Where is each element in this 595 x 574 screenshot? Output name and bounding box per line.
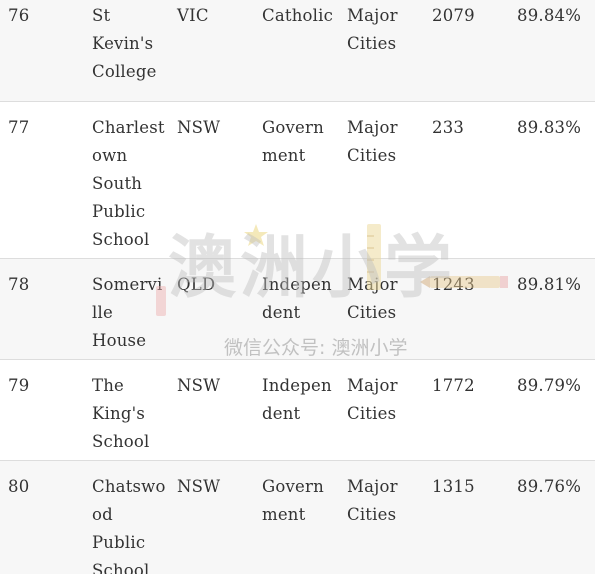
table-row: 76 St Kevin's College VIC Catholic Major… — [0, 0, 595, 102]
school-name-cell: The King's School — [92, 376, 150, 451]
sector-cell: Govern ment — [262, 118, 324, 165]
school-name-cell: Charlest own South Public School — [92, 118, 165, 249]
state-cell: NSW — [177, 118, 221, 137]
score-cell: 89.79% — [517, 376, 582, 395]
location-cell: Major Cities — [347, 118, 398, 165]
state-cell: QLD — [177, 275, 216, 294]
rank-cell: 78 — [8, 275, 30, 294]
state-cell: VIC — [177, 6, 209, 25]
table-row: 77 Charlest own South Public School NSW … — [0, 102, 595, 259]
table-row: 79 The King's School NSW Indepen dent Ma… — [0, 360, 595, 461]
score-cell: 89.84% — [517, 6, 582, 25]
table-row: 78 Somervi lle House QLD Indepen dent Ma… — [0, 259, 595, 360]
rank-cell: 76 — [8, 6, 30, 25]
school-name-cell: St Kevin's College — [92, 6, 157, 81]
rank-cell: 77 — [8, 118, 30, 137]
enrolments-cell: 1315 — [432, 477, 475, 496]
enrolments-cell: 2079 — [432, 6, 475, 25]
score-cell: 89.81% — [517, 275, 582, 294]
sector-cell: Indepen dent — [262, 376, 332, 423]
location-cell: Major Cities — [347, 6, 398, 53]
school-name-cell: Somervi lle House — [92, 275, 163, 350]
enrolments-cell: 1772 — [432, 376, 475, 395]
location-cell: Major Cities — [347, 477, 398, 524]
sector-cell: Govern ment — [262, 477, 324, 524]
table-row: 80 Chatswo od Public School NSW Govern m… — [0, 461, 595, 574]
score-cell: 89.83% — [517, 118, 582, 137]
location-cell: Major Cities — [347, 376, 398, 423]
score-cell: 89.76% — [517, 477, 582, 496]
rank-cell: 80 — [8, 477, 30, 496]
state-cell: NSW — [177, 477, 221, 496]
school-name-cell: Chatswo od Public School — [92, 477, 166, 574]
enrolments-cell: 1243 — [432, 275, 475, 294]
sector-cell: Indepen dent — [262, 275, 332, 322]
location-cell: Major Cities — [347, 275, 398, 322]
rank-cell: 79 — [8, 376, 30, 395]
state-cell: NSW — [177, 376, 221, 395]
enrolments-cell: 233 — [432, 118, 465, 137]
sector-cell: Catholic — [262, 6, 334, 25]
